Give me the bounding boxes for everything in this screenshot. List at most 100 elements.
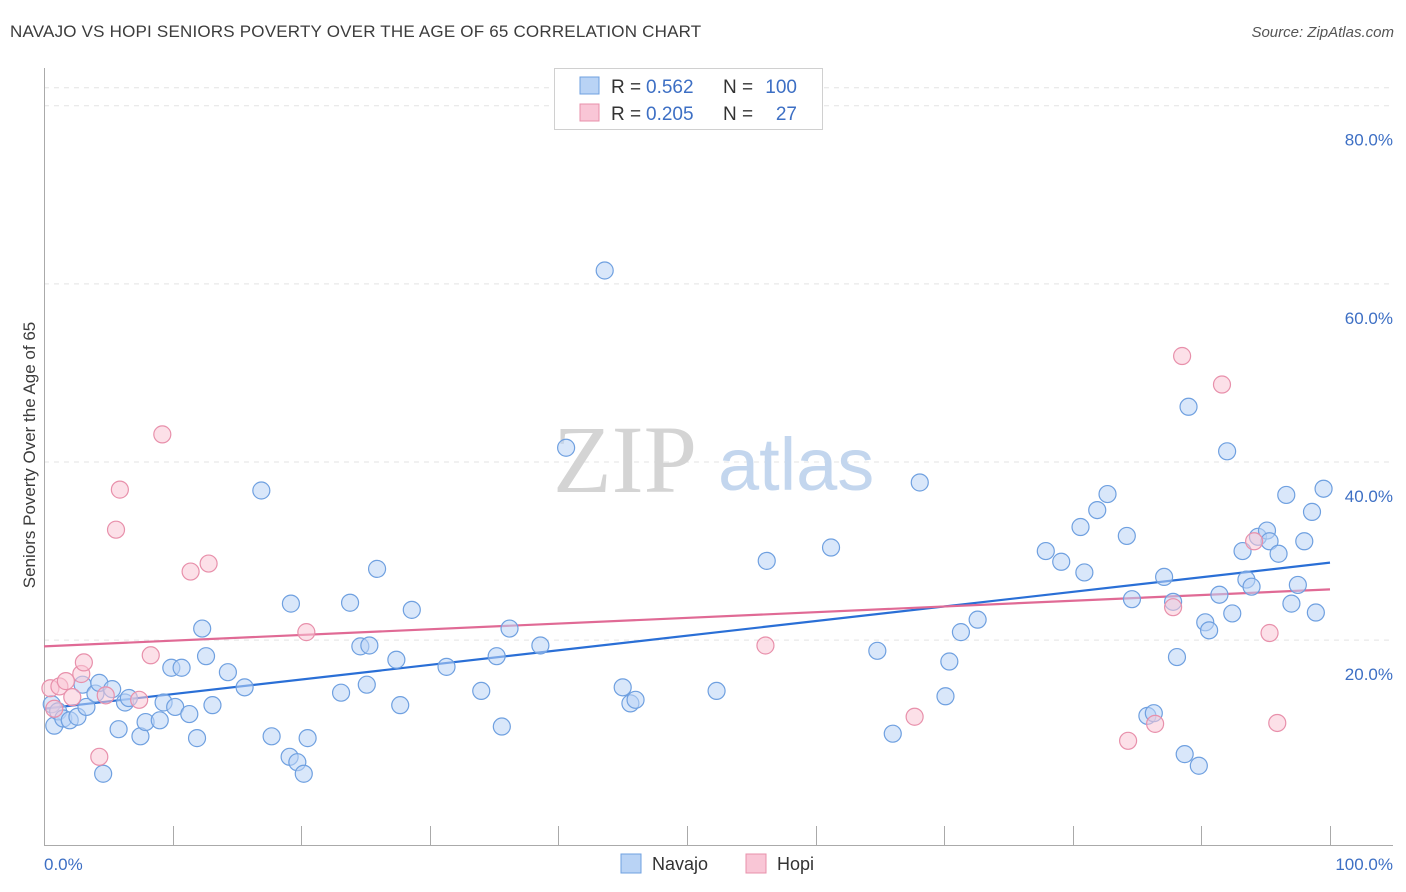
bottom-legend-hopi-swatch	[745, 853, 767, 874]
navajo-point	[77, 697, 96, 717]
navajo-point	[531, 636, 550, 655]
hopi-point	[756, 636, 775, 655]
hopi-r-value: 0.205	[646, 104, 694, 125]
navajo-point	[294, 764, 313, 783]
navajo-point	[180, 704, 199, 724]
hopi-legend-swatch	[579, 103, 600, 122]
navajo-point	[1175, 745, 1194, 764]
navajo-point	[1277, 485, 1296, 505]
navajo-r-value: 0.562	[646, 77, 694, 98]
navajo-point	[1179, 397, 1198, 416]
data-points	[41, 261, 1333, 783]
navajo-point	[1122, 590, 1142, 609]
stats-legend: R = 0.562 N = 100 R = 0.205 N = 27	[554, 68, 823, 130]
navajo-point	[487, 647, 506, 666]
hopi-point	[56, 672, 75, 691]
navajo-trend-line	[43, 561, 1331, 710]
navajo-point	[1302, 502, 1322, 521]
navajo-point	[757, 551, 776, 570]
watermark-zip: ZIP	[553, 406, 697, 513]
navajo-point	[1218, 442, 1237, 461]
chart-title: NAVAJO VS HOPI SENIORS POVERTY OVER THE …	[10, 22, 702, 41]
chart-source: Source: ZipAtlas.com	[1251, 24, 1394, 41]
watermark: ZIP atlas	[553, 406, 874, 513]
navajo-point	[193, 619, 212, 638]
navajo-point	[196, 647, 216, 666]
hopi-point	[1173, 346, 1192, 366]
y-tick-label-20: 20.0%	[1345, 665, 1393, 684]
hopi-r-label: R =	[611, 104, 641, 125]
x-ticks	[173, 826, 1331, 845]
navajo-point	[1269, 544, 1288, 563]
navajo-point	[262, 727, 281, 746]
navajo-point	[821, 538, 841, 557]
grid-layer	[44, 87, 1393, 641]
hopi-point	[130, 690, 149, 709]
navajo-point	[1036, 541, 1055, 561]
navajo-point	[218, 663, 237, 682]
hopi-point	[297, 623, 316, 642]
navajo-point	[150, 711, 169, 730]
y-tick-label-40: 40.0%	[1345, 487, 1393, 506]
navajo-point	[557, 438, 576, 457]
navajo-point	[367, 559, 387, 578]
navajo-point	[172, 658, 191, 677]
navajo-point	[1288, 575, 1307, 595]
navajo-point	[472, 681, 491, 701]
bottom-legend: Navajo Hopi	[620, 853, 814, 874]
navajo-point	[357, 675, 376, 694]
navajo-point	[109, 720, 128, 739]
navajo-point	[868, 641, 887, 660]
navajo-point	[387, 650, 406, 669]
navajo-legend-swatch	[579, 76, 600, 95]
y-tick-labels: 20.0% 40.0% 60.0% 80.0%	[1345, 131, 1393, 684]
navajo-point	[910, 473, 929, 492]
navajo-point	[340, 593, 360, 612]
navajo-point	[1071, 517, 1090, 537]
bottom-legend-navajo-swatch	[620, 853, 642, 874]
y-tick-label-60: 60.0%	[1345, 309, 1393, 328]
hopi-point	[1118, 731, 1138, 750]
navajo-n-label: N =	[723, 77, 753, 98]
hopi-point	[1146, 714, 1165, 733]
bottom-legend-navajo-label: Navajo	[652, 854, 708, 874]
hopi-trend-line	[43, 588, 1331, 648]
hopi-point	[153, 425, 172, 444]
hopi-point	[181, 562, 200, 581]
navajo-point	[1098, 484, 1117, 504]
navajo-point	[1295, 532, 1314, 551]
navajo-point	[1155, 567, 1174, 587]
navajo-point	[1052, 552, 1071, 571]
navajo-point	[1233, 541, 1252, 561]
navajo-point	[1314, 479, 1333, 498]
navajo-n-value: 100	[765, 77, 797, 98]
navajo-point	[707, 681, 726, 701]
navajo-point	[940, 652, 959, 671]
navajo-point	[951, 623, 971, 642]
hopi-point	[74, 653, 93, 672]
navajo-point	[402, 600, 421, 619]
hopi-n-label: N =	[723, 104, 753, 125]
navajo-point	[492, 717, 511, 736]
trend-lines	[43, 561, 1331, 710]
x-tick-label-min: 0.0%	[44, 855, 83, 874]
navajo-point	[595, 261, 614, 280]
watermark-atlas: atlas	[718, 423, 874, 506]
navajo-point	[936, 687, 955, 706]
navajo-point	[1306, 603, 1325, 622]
navajo-point	[298, 729, 317, 748]
hopi-point	[96, 686, 115, 705]
navajo-point	[94, 764, 113, 783]
navajo-point	[968, 610, 987, 629]
navajo-point	[1282, 594, 1301, 613]
hopi-point	[110, 480, 129, 499]
hopi-point	[905, 707, 924, 726]
navajo-point	[203, 696, 222, 715]
y-tick-label-80: 80.0%	[1345, 131, 1393, 150]
navajo-point	[1117, 526, 1136, 546]
hopi-n-value: 27	[776, 104, 797, 125]
navajo-point	[1189, 756, 1208, 775]
hopi-point	[63, 688, 82, 707]
navajo-point	[331, 683, 351, 702]
